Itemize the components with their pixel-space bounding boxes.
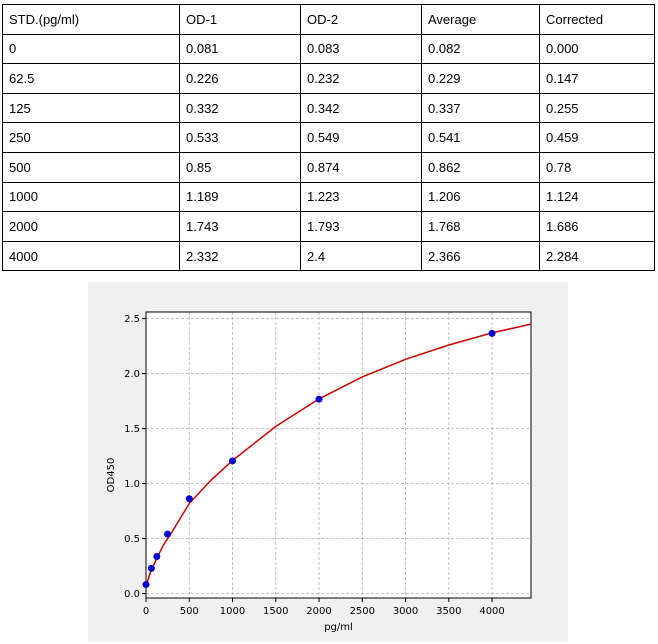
table-cell: 0.874 (300, 151, 422, 183)
table-cell: 0.229 (421, 63, 540, 94)
table-cell: 2000 (2, 211, 180, 242)
column-header: Average (421, 4, 540, 35)
table-row: 0 0.081 0.083 0.082 0.000 (2, 33, 655, 65)
table-cell: 2.332 (179, 240, 301, 272)
table-cell: 0.459 (539, 122, 655, 153)
data-point (229, 457, 237, 465)
table-cell: 1.124 (539, 181, 655, 213)
table-cell: 0.083 (300, 33, 422, 65)
table-cell: 0.541 (421, 122, 540, 153)
table-cell: 0.549 (300, 122, 422, 153)
plot-frame (145, 311, 532, 599)
table-row: 250 0.533 0.549 0.541 0.459 (2, 122, 655, 153)
x-tick-label: 1000 (220, 606, 245, 617)
column-header: OD-2 (300, 4, 422, 35)
table-cell: 0.342 (300, 92, 422, 124)
table-row: 500 0.85 0.874 0.862 0.78 (2, 151, 655, 183)
table-cell: 1.223 (300, 181, 422, 213)
y-tick-label: 2.5 (124, 314, 140, 325)
table-cell: 0.533 (179, 122, 301, 153)
table-cell: 1.768 (421, 211, 540, 242)
table-cell: 2.366 (421, 240, 540, 272)
table-header-row: STD.(pg/ml) OD-1 OD-2 Average Corrected (2, 4, 655, 35)
y-tick-label: 2.0 (124, 369, 140, 380)
table-row: 4000 2.332 2.4 2.366 2.284 (2, 240, 655, 272)
table-cell: 0.082 (421, 33, 540, 65)
x-tick-label: 1500 (263, 606, 288, 617)
standard-curve-chart: 0 500 1000 1500 2000 2500 3000 3500 4000 0.0 0.5 1.… (106, 311, 532, 633)
table-cell: 1.206 (421, 181, 540, 213)
table-row: 125 0.332 0.342 0.337 0.255 (2, 92, 655, 124)
chart-panel: 0 500 1000 1500 2000 2500 3000 3500 4000 0.0 0.5 1.… (88, 282, 568, 642)
table-cell: 0.147 (539, 63, 655, 94)
table-row: 1000 1.189 1.223 1.206 1.124 (2, 181, 655, 213)
data-point (164, 530, 172, 538)
table-cell: 0.78 (539, 151, 655, 183)
table-cell: 250 (2, 122, 180, 153)
x-axis-title: pg/ml (324, 622, 353, 633)
table-cell: 62.5 (2, 63, 180, 94)
data-point (315, 395, 323, 403)
x-tick-label: 4000 (479, 606, 504, 617)
table-cell: 1.686 (539, 211, 655, 242)
table-cell: 1.189 (179, 181, 301, 213)
table-cell: 0.337 (421, 92, 540, 124)
table-cell: 125 (2, 92, 180, 124)
column-header: STD.(pg/ml) (2, 4, 180, 35)
table-cell: 500 (2, 151, 180, 183)
data-point (147, 564, 155, 572)
table-cell: 0.332 (179, 92, 301, 124)
table-cell: 0.255 (539, 92, 655, 124)
table-cell: 0.000 (539, 33, 655, 65)
data-point (185, 495, 193, 503)
data-point (153, 553, 161, 561)
table-cell: 0.226 (179, 63, 301, 94)
x-tick-label: 2500 (350, 606, 375, 617)
x-tick-label: 0 (143, 606, 149, 617)
x-tick-label: 2000 (306, 606, 331, 617)
column-header: OD-1 (179, 4, 301, 35)
x-tick-label: 500 (180, 606, 199, 617)
table-cell: 0.862 (421, 151, 540, 183)
y-tick-label: 0.0 (124, 589, 140, 600)
x-tick-label: 3500 (436, 606, 461, 617)
table-cell: 4000 (2, 240, 180, 272)
table-cell: 1000 (2, 181, 180, 213)
table-cell: 1.793 (300, 211, 422, 242)
x-tick-label: 3000 (393, 606, 418, 617)
table-cell: 2.4 (300, 240, 422, 272)
data-point (488, 329, 496, 337)
column-header: Corrected (539, 4, 655, 35)
plot-area (146, 312, 531, 598)
y-axis-title: OD450 (106, 458, 117, 493)
table-row: 2000 1.743 1.793 1.768 1.686 (2, 211, 655, 242)
table-cell: 2.284 (539, 240, 655, 272)
y-tick-label: 1.5 (124, 424, 140, 435)
standard-curve-table: STD.(pg/ml) OD-1 OD-2 Average Corrected 0 0.08… (2, 4, 655, 272)
table-cell: 0.85 (179, 151, 301, 183)
y-tick-label: 0.5 (124, 534, 140, 545)
table-cell: 1.743 (179, 211, 301, 242)
table-row: 62.5 0.226 0.232 0.229 0.147 (2, 63, 655, 94)
data-point (142, 581, 150, 589)
y-tick-label: 1.0 (124, 479, 140, 490)
table-cell: 0.081 (179, 33, 301, 65)
table-cell: 0 (2, 33, 180, 65)
table-cell: 0.232 (300, 63, 422, 94)
